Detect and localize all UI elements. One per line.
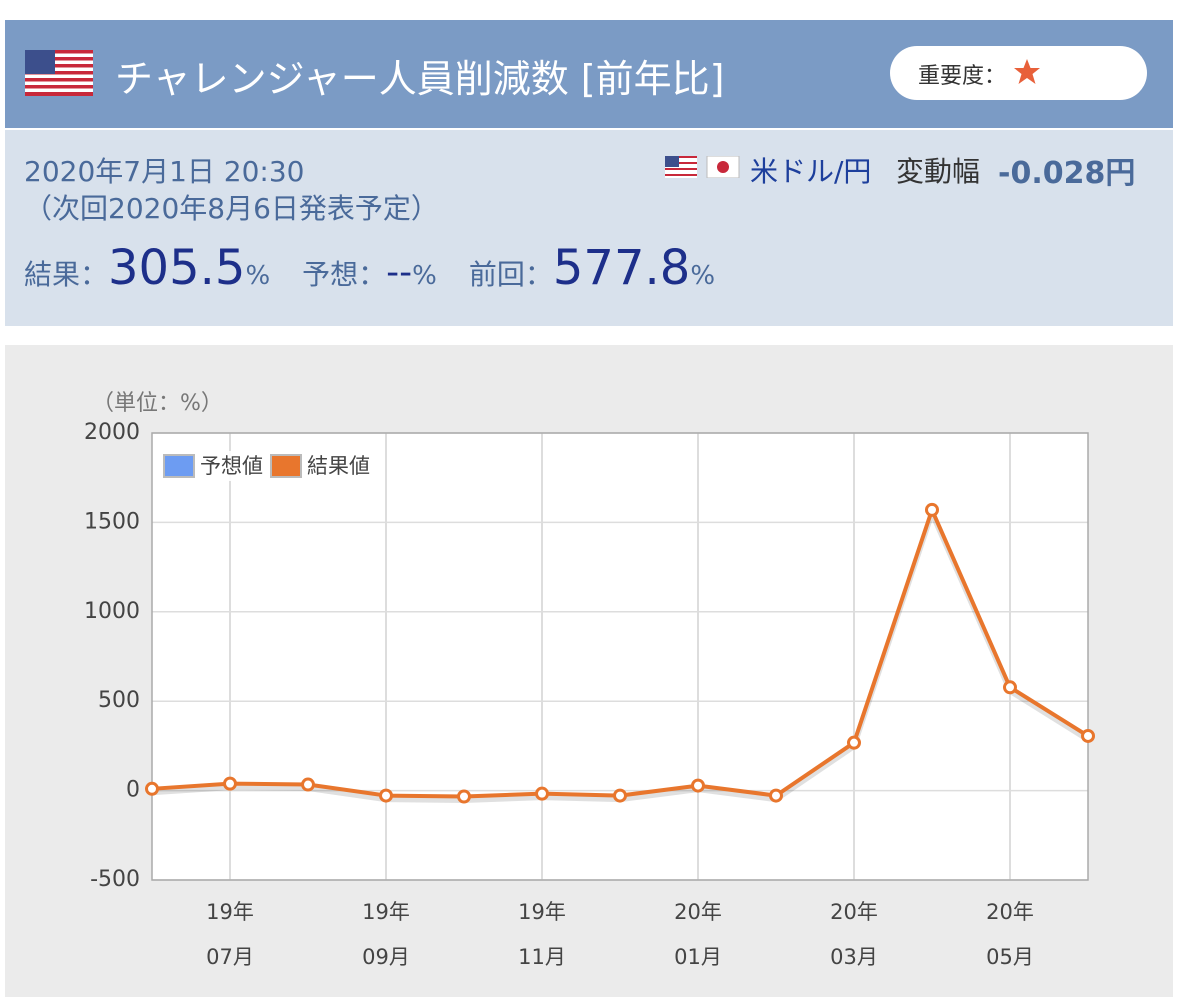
y-tick-label: 0 — [126, 778, 140, 803]
info-panel — [5, 130, 1173, 326]
forecast-value: -- — [386, 252, 413, 293]
currency-pair[interactable]: 米ドル/円 — [750, 155, 872, 188]
data-point — [457, 789, 471, 804]
forecast-unit: % — [412, 261, 437, 291]
x-tick-label: 19年 07月 — [206, 900, 254, 969]
previous-unit: % — [690, 261, 716, 291]
data-point — [847, 735, 861, 750]
data-point — [925, 502, 939, 517]
star-icon — [1014, 59, 1040, 84]
result-label: 結果： — [24, 258, 109, 291]
data-point — [1081, 728, 1095, 743]
data-point — [301, 777, 315, 792]
y-tick-label: 1000 — [84, 599, 140, 624]
x-tick-label: 20年 03月 — [830, 900, 878, 969]
legend-swatch — [163, 454, 195, 478]
y-tick-label: 2000 — [84, 420, 140, 445]
data-point — [1003, 680, 1017, 695]
y-tick-label: 500 — [98, 688, 140, 713]
x-tick-label: 19年 09月 — [362, 900, 410, 969]
data-point — [223, 776, 237, 791]
unit-label: （単位：%） — [92, 391, 223, 416]
legend-label: 予想値 — [200, 454, 263, 478]
results-row: 結果： 305.5 % 予想： -- % 前回： 577.8 % — [24, 240, 715, 296]
title: チャレンジャー人員削減数 [前年比] — [115, 57, 725, 101]
importance-pill — [890, 46, 1147, 100]
change-value: -0.028円 — [998, 156, 1136, 191]
y-tick-label: -500 — [90, 867, 140, 892]
change-label: 変動幅 — [896, 155, 981, 188]
previous-value: 577.8 — [552, 240, 691, 296]
pair-flags — [665, 156, 740, 178]
datetime: 2020年7月1日 20:30 — [24, 155, 305, 188]
legend-swatch — [270, 454, 302, 478]
next-release: （次回2020年8月6日発表予定） — [24, 192, 439, 225]
importance-label: 重要度： — [918, 64, 1007, 89]
x-tick-label: 20年 01月 — [674, 900, 722, 969]
x-tick-label: 20年 05月 — [986, 900, 1034, 969]
legend-box — [162, 451, 374, 481]
data-point — [769, 788, 783, 803]
data-point — [691, 778, 705, 793]
data-point — [535, 786, 549, 801]
plot-area — [152, 433, 1088, 880]
data-point — [379, 788, 393, 803]
legend-label: 結果値 — [307, 454, 370, 478]
result-value: 305.5 — [108, 240, 246, 296]
result-unit: % — [245, 261, 271, 291]
previous-label: 前回： — [468, 258, 553, 291]
data-point — [613, 788, 627, 803]
us-flag — [25, 50, 93, 96]
data-point — [145, 781, 159, 796]
forecast-label: 予想： — [302, 258, 387, 291]
plot-border — [151, 432, 1089, 881]
y-tick-label: 1500 — [84, 509, 140, 534]
x-tick-label: 19年 11月 — [518, 900, 566, 969]
